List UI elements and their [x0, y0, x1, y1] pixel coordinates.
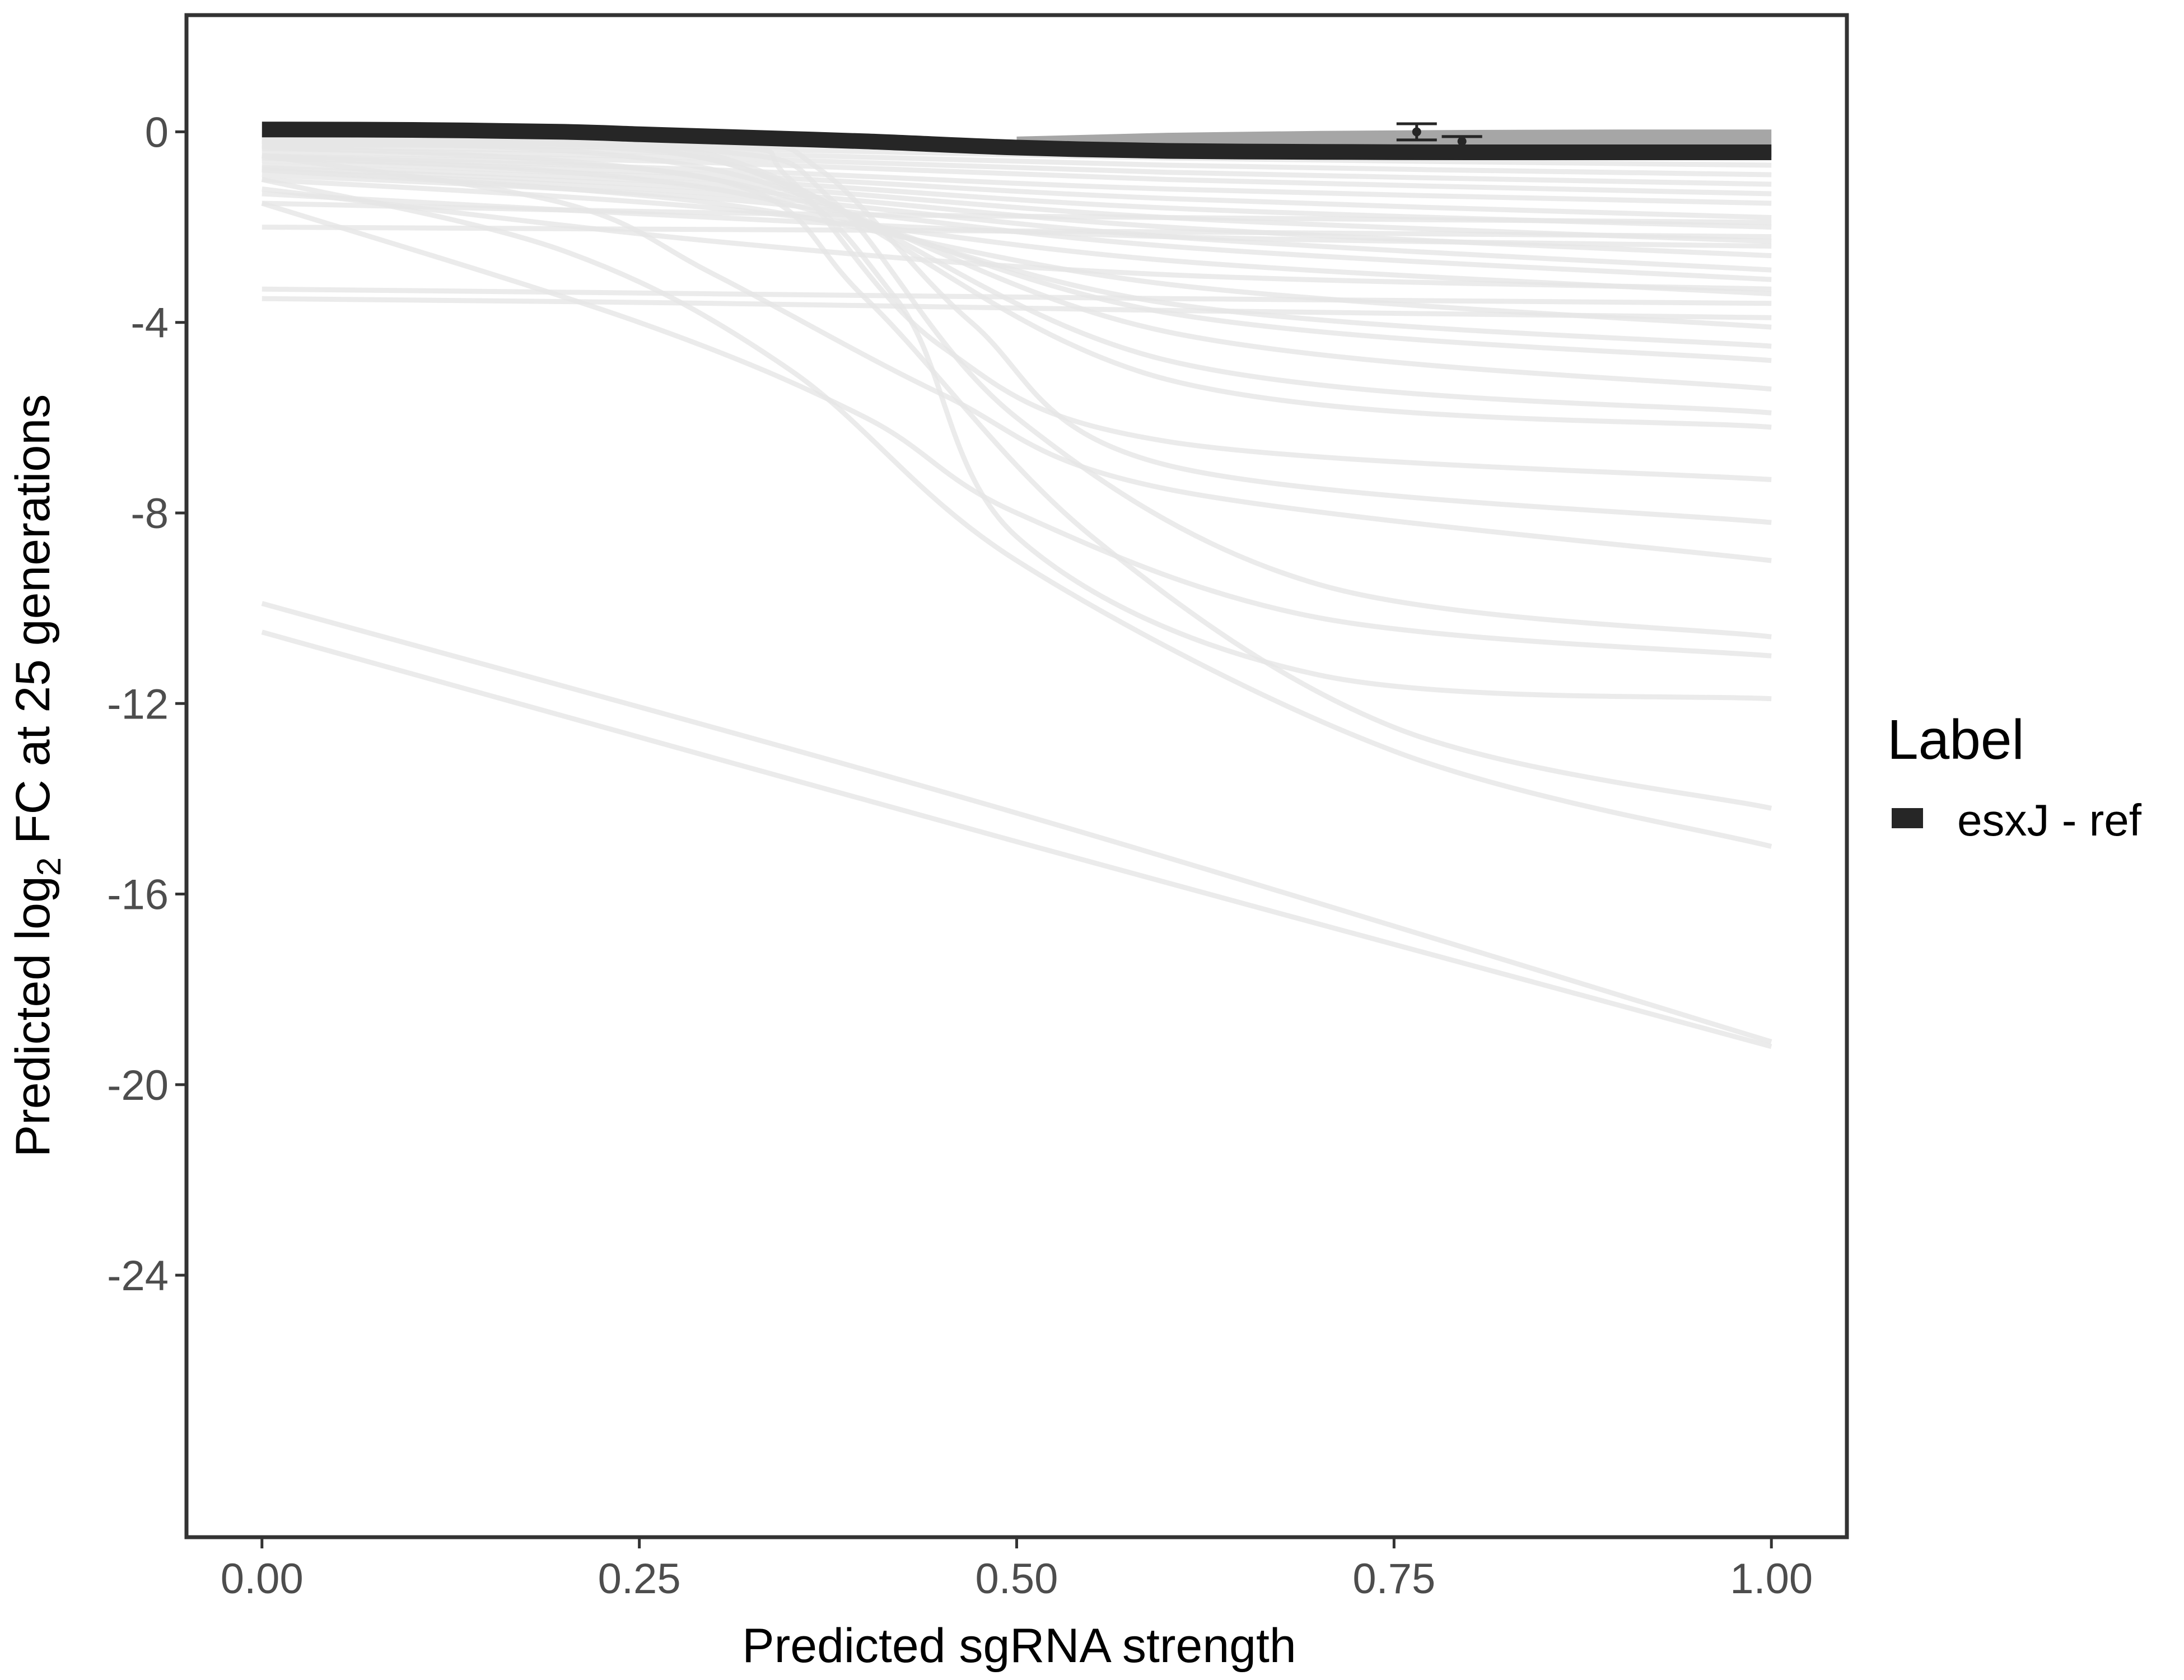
background-series-line-20	[262, 167, 1772, 330]
x-axis: 0.00 0.25 0.50 0.75 1.00	[221, 1537, 1813, 1603]
point-marker	[1457, 137, 1467, 146]
background-series-line-16	[262, 225, 1772, 240]
x-axis-title: Predicted sgRNA strength	[742, 1619, 1296, 1673]
x-tick-label: 0.75	[1352, 1555, 1435, 1603]
legend-title: Label	[1887, 708, 2024, 771]
background-series-line-28	[262, 153, 1772, 563]
highlight-series-line	[262, 122, 1772, 161]
background-series-line-13	[262, 177, 1772, 297]
x-tick-label: 0.00	[221, 1555, 304, 1603]
legend-entry-label: esxJ - ref	[1957, 795, 2142, 845]
background-series-line-33	[261, 177, 1772, 849]
legend: Label esxJ - ref	[1887, 708, 2142, 845]
data-points-group	[1396, 122, 1482, 146]
y-axis: 0 -4 -8 -12 -16 -20 -24	[107, 109, 186, 1300]
legend-key-esxj-ref	[1892, 808, 1923, 828]
y-tick-label: -20	[107, 1062, 169, 1109]
background-series-line-22	[262, 143, 1772, 363]
background-series-line-15	[262, 200, 1772, 225]
y-axis-title-prefix: Predicted log	[6, 876, 60, 1157]
background-series-line-31	[262, 142, 1772, 702]
point-marker	[1412, 127, 1421, 137]
background-series-line-4	[262, 146, 1772, 187]
y-axis-title-suffix: FC at 25 generations	[6, 394, 60, 857]
background-series-line-34	[261, 601, 1772, 1044]
x-tick-label: 1.00	[1730, 1555, 1813, 1603]
background-series-line-32	[262, 153, 1772, 811]
background-series-group	[261, 129, 1772, 1049]
y-tick-label: -12	[107, 680, 169, 728]
highlight-series-group	[262, 122, 1772, 161]
background-series-line-30	[261, 200, 1772, 659]
x-tick-label: 0.25	[598, 1555, 681, 1603]
y-tick-label: 0	[145, 109, 169, 156]
background-series-line-35	[261, 629, 1772, 1049]
y-tick-label: -16	[107, 871, 169, 919]
y-axis-title: Predicted log2 FC at 25 generations	[6, 394, 68, 1157]
x-tick-label: 0.50	[976, 1555, 1058, 1603]
background-series-line-18	[262, 286, 1772, 306]
y-tick-label: -4	[130, 300, 169, 347]
data-point-0	[1396, 122, 1437, 142]
y-tick-label: -8	[130, 490, 169, 538]
y-tick-label: -24	[107, 1252, 169, 1300]
y-axis-title-subscript: 2	[30, 857, 68, 876]
data-point-1	[1441, 135, 1482, 146]
background-series-line-3	[262, 143, 1772, 178]
background-series-line-29	[262, 138, 1772, 640]
